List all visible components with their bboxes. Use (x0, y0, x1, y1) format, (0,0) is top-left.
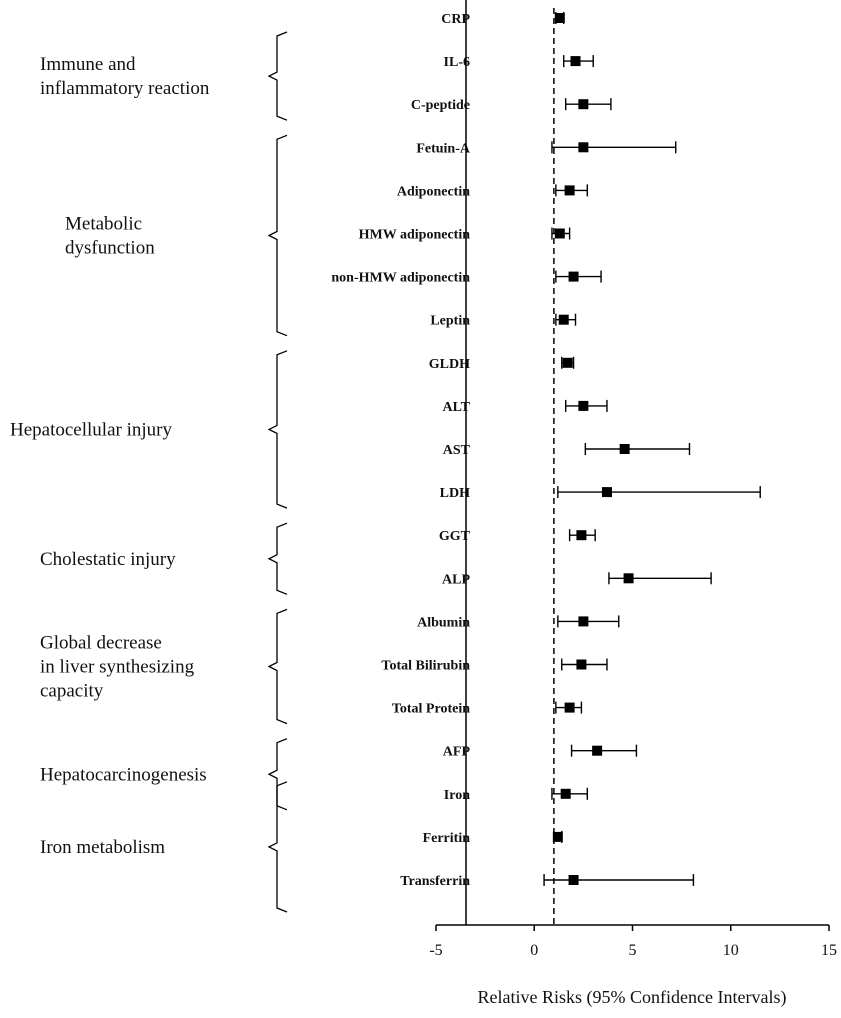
x-tick-label: 15 (821, 942, 837, 959)
x-tick-label: -5 (429, 942, 442, 959)
marker-leptin (555, 313, 577, 326)
marker-label-alt: ALT (442, 400, 470, 415)
group-label-line: Metabolic (65, 214, 142, 235)
marker-albumin (557, 615, 620, 628)
marker-label-gldh: GLDH (429, 357, 470, 372)
rr-point-total-bilirubin (576, 659, 587, 670)
marker-label-c-peptide: C-peptide (411, 98, 470, 113)
rr-point-albumin (578, 616, 589, 627)
rr-point-iron (560, 788, 571, 799)
rr-point-adiponectin (564, 185, 575, 196)
group-label-line: Cholestatic injury (40, 549, 176, 570)
marker-alt (564, 399, 608, 412)
x-tick-label: 0 (530, 942, 538, 959)
group-global-decrease-in-liver-synthesizing-capacity: Global decrease in liver synthesizing capa… (40, 608, 288, 725)
marker-label-il-6: IL-6 (444, 55, 470, 70)
rr-point-total-protein (564, 702, 575, 713)
marker-ldh (557, 486, 761, 499)
rr-point-gldh (562, 357, 573, 368)
marker-label-transferrin: Transferrin (400, 874, 470, 889)
group-hepatocellular-injury: Hepatocellular injury (10, 350, 288, 509)
group-cholestatic-injury: Cholestatic injury (40, 522, 288, 595)
rr-point-c-peptide (578, 99, 589, 110)
marker-alp (608, 572, 712, 585)
marker-label-ferritin: Ferritin (423, 831, 471, 846)
marker-c-peptide (564, 98, 612, 111)
marker-ggt (568, 529, 596, 542)
rr-point-il-6 (570, 56, 581, 67)
group-label-line: Global decrease (40, 633, 162, 654)
x-tick-label: 5 (629, 942, 637, 959)
marker-label-hmw-adiponectin: HMW adiponectin (359, 228, 471, 243)
group-bracket-cholestatic-injury (267, 522, 288, 595)
marker-afp (570, 744, 638, 757)
marker-label-total-protein: Total Protein (392, 702, 470, 717)
rr-point-crp (554, 13, 565, 23)
marker-total-bilirubin (561, 658, 608, 671)
rr-point-alt (578, 400, 589, 411)
marker-transferrin (543, 874, 695, 886)
group-label-line: Iron metabolism (40, 837, 165, 858)
group-label-line: Immune and (40, 54, 136, 75)
group-label-line: inflammatory reaction (40, 78, 210, 99)
rr-point-ast (619, 444, 630, 454)
group-metabolic-dysfunction: Metabolic dysfunction (65, 134, 288, 337)
marker-ast (584, 443, 691, 455)
marker-label-ldh: LDH (440, 486, 470, 501)
group-label-line: Hepatocarcinogenesis (40, 764, 207, 785)
marker-label-ast: AST (443, 443, 471, 458)
group-label-line: Hepatocellular injury (10, 419, 172, 440)
group-hepatocarcinogenesis: Hepatocarcinogenesis (40, 738, 288, 811)
marker-hmw-adiponectin (551, 227, 571, 240)
group-bracket-immune-and-inflammatory-reaction (267, 31, 288, 121)
group-bracket-hepatocarcinogenesis (267, 738, 288, 811)
rr-point-fetuin-a (578, 142, 589, 153)
group-iron-metabolism: Iron metabolism (40, 781, 288, 913)
group-immune-and-inflammatory-reaction: Immune and inflammatory reaction (40, 31, 288, 121)
marker-label-afp: AFP (443, 745, 471, 760)
marker-label-iron: Iron (444, 788, 470, 803)
group-labels: Immune and inflammatory reaction Metabolic… (10, 31, 288, 913)
group-bracket-hepatocellular-injury (267, 350, 288, 509)
marker-label-crp: CRP (441, 12, 470, 27)
marker-label-albumin: Albumin (417, 615, 470, 630)
group-label-line: dysfunction (65, 238, 155, 259)
group-bracket-iron-metabolism (267, 781, 288, 913)
marker-label-non-hmw-adiponectin: non-HMW adiponectin (331, 271, 470, 286)
rr-point-transferrin (568, 875, 579, 885)
marker-label-fetuin-a: Fetuin-A (416, 141, 471, 156)
rr-point-leptin (558, 314, 569, 325)
risk-markers (543, 12, 761, 886)
marker-label-total-bilirubin: Total Bilirubin (381, 659, 470, 674)
rr-point-non-hmw-adiponectin (568, 271, 579, 282)
x-axis-title: Relative Risks (95% Confidence Intervals… (478, 987, 787, 1008)
marker-ferritin (552, 830, 563, 843)
rr-point-ggt (576, 530, 587, 541)
marker-iron (551, 787, 589, 800)
marker-non-hmw-adiponectin (555, 270, 602, 283)
group-label-line: in liver synthesizing (40, 657, 195, 678)
marker-gldh (561, 356, 575, 369)
marker-label-alp: ALP (442, 572, 470, 587)
marker-adiponectin (555, 184, 589, 197)
marker-labels: CRP IL-6 C-peptide Fetuin-A Adiponectin HMW a… (331, 12, 470, 889)
rr-point-hmw-adiponectin (554, 228, 565, 239)
marker-total-protein (555, 701, 583, 714)
marker-label-ggt: GGT (439, 529, 471, 544)
group-bracket-metabolic-dysfunction (267, 134, 288, 337)
rr-point-ferritin (552, 831, 563, 842)
group-bracket-global-decrease-in-liver-synthesizing-capacity (267, 608, 288, 725)
rr-point-alp (623, 573, 634, 584)
marker-label-leptin: Leptin (430, 314, 470, 329)
marker-label-adiponectin: Adiponectin (397, 184, 470, 199)
rr-point-ldh (601, 487, 612, 498)
rr-point-afp (592, 745, 603, 756)
x-tick-label: 10 (723, 942, 739, 959)
group-label-line: capacity (40, 681, 104, 702)
marker-crp (554, 12, 565, 24)
marker-fetuin-a (551, 141, 677, 154)
marker-il-6 (563, 55, 594, 68)
x-axis-ticks: -5 0 5 10 15 (429, 925, 837, 959)
